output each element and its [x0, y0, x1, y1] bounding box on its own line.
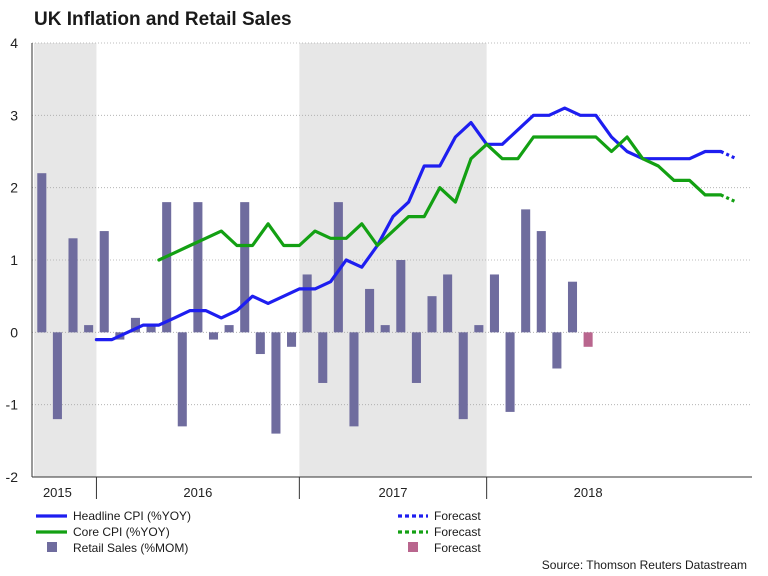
- retail-sales-bar: [427, 296, 437, 333]
- retail-sales-bar: [193, 202, 203, 333]
- retail-sales-bar: [333, 202, 343, 333]
- retail-sales-bar: [365, 288, 375, 333]
- retail-sales-bar: [177, 332, 187, 427]
- retail-sales-bar: [146, 325, 156, 333]
- retail-sales-bar: [68, 238, 78, 333]
- legend-retail-forecast-label: Forecast: [434, 541, 481, 555]
- retail-sales-bar: [505, 332, 515, 412]
- retail-sales-bar: [130, 317, 140, 333]
- retail-sales-bar: [443, 274, 453, 333]
- legend-retail-forecast-swatch: [408, 542, 418, 552]
- retail-sales-bar: [411, 332, 421, 383]
- retail-sales-bar: [84, 325, 94, 333]
- retail-sales-bar: [380, 325, 390, 333]
- legend-core-forecast-label: Forecast: [434, 525, 481, 539]
- retail-sales-bar: [302, 274, 312, 333]
- retail-sales-forecast-bar: [583, 332, 593, 347]
- retail-sales-bar: [474, 325, 484, 333]
- retail-sales-bar: [536, 231, 546, 333]
- y-tick-label: -2: [6, 469, 19, 485]
- source-note: Source: Thomson Reuters Datastream: [542, 558, 747, 572]
- y-tick-label: 2: [10, 180, 18, 196]
- retail-sales-bar: [37, 173, 47, 333]
- retail-sales-bar: [287, 332, 297, 347]
- legend-headline-forecast-label: Forecast: [434, 509, 481, 523]
- retail-sales-bar: [99, 231, 109, 333]
- legend-retail-sales-swatch: [47, 542, 57, 552]
- retail-sales-bar: [521, 209, 531, 333]
- retail-sales-bar: [489, 274, 499, 333]
- legend-retail-sales-label: Retail Sales (%MOM): [73, 541, 188, 555]
- x-tick-label: 2018: [574, 485, 603, 500]
- legend-headline-cpi-label: Headline CPI (%YOY): [73, 509, 191, 523]
- cpi-lines: [94, 106, 738, 342]
- y-tick-label: 1: [10, 252, 18, 268]
- legend: Headline CPI (%YOY) Core CPI (%YOY) Retail…: [36, 509, 481, 555]
- y-tick-label: 3: [10, 107, 18, 123]
- retail-sales-bar: [552, 332, 562, 369]
- retail-sales-bar: [271, 332, 281, 434]
- axes: -2 -1 0 1 2 3 4 2015 2016 2017 2018: [6, 35, 752, 500]
- core-cpi-line: [157, 135, 723, 262]
- retail-sales-bar: [396, 260, 406, 333]
- y-tick-label: 0: [10, 324, 18, 340]
- y-tick-label: 4: [10, 35, 18, 51]
- chart-title: UK Inflation and Retail Sales: [34, 9, 292, 30]
- retail-sales-bar: [318, 332, 328, 383]
- retail-sales-bar: [349, 332, 359, 427]
- headline-cpi-forecast-line: [720, 150, 738, 161]
- retail-sales-bar: [458, 332, 468, 420]
- retail-sales-bar: [255, 332, 265, 355]
- legend-core-cpi-label: Core CPI (%YOY): [73, 525, 170, 539]
- retail-sales-bar: [224, 325, 234, 333]
- retail-sales-bar: [240, 202, 250, 333]
- x-tick-label: 2015: [43, 485, 72, 500]
- y-tick-label: -1: [6, 397, 19, 413]
- retail-sales-bar: [52, 332, 62, 420]
- x-tick-label: 2017: [379, 485, 408, 500]
- retail-sales-bar: [162, 202, 172, 333]
- x-tick-label: 2016: [183, 485, 212, 500]
- retail-sales-bar: [567, 281, 578, 333]
- core-cpi-forecast-line: [720, 193, 738, 204]
- headline-cpi-line: [94, 106, 723, 342]
- retail-sales-bars: [37, 173, 593, 434]
- retail-sales-bar: [208, 332, 219, 340]
